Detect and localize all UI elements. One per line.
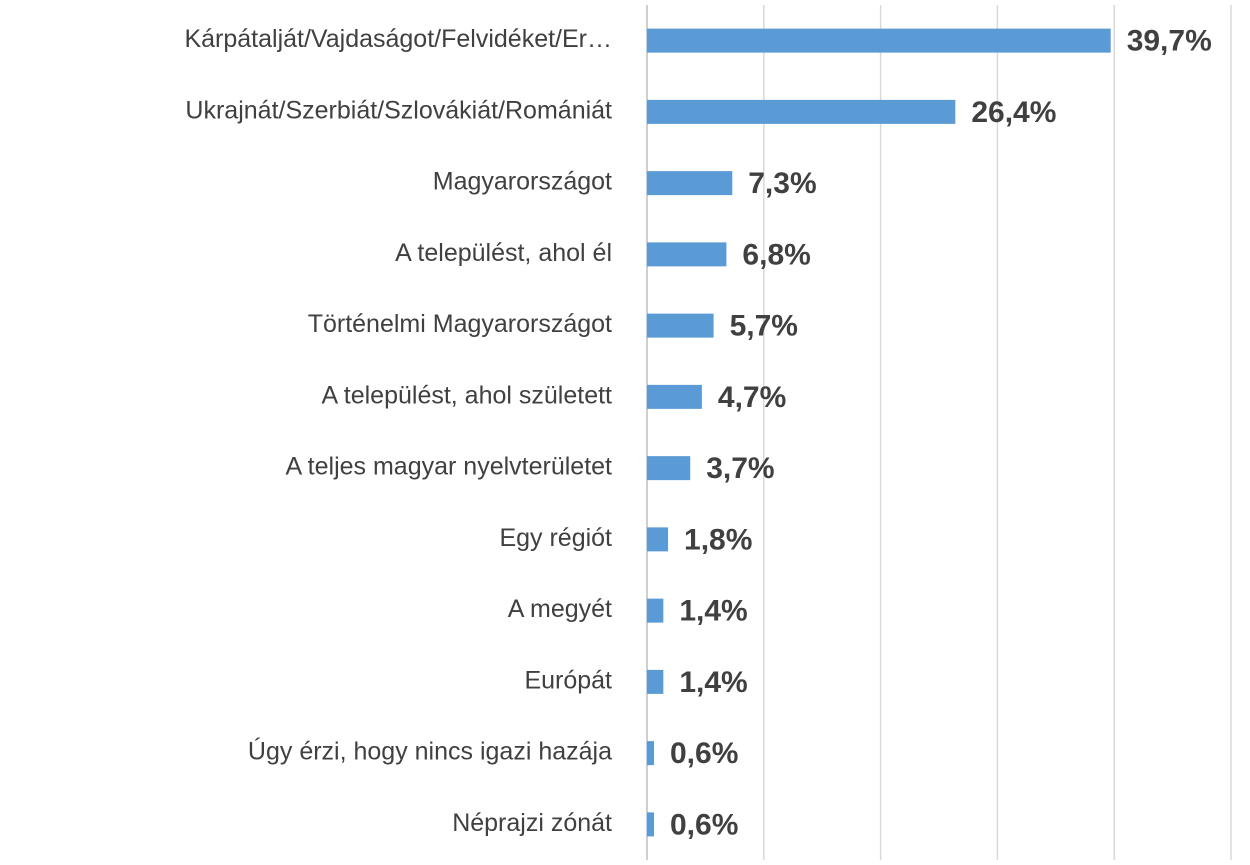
data-label: 4,7%: [718, 381, 786, 414]
data-label: 39,7%: [1127, 25, 1212, 58]
y-tick-label: Ukrajnát/Szerbiát/Szlovákiát/Romániát: [185, 96, 612, 124]
bar: [647, 741, 655, 766]
data-label: 7,3%: [748, 167, 816, 200]
data-label: 26,4%: [971, 96, 1056, 129]
data-label: 0,6%: [670, 808, 738, 841]
y-tick-label: Magyarországot: [433, 168, 612, 196]
bar: [647, 456, 691, 481]
bar: [647, 598, 664, 623]
bar: [647, 313, 714, 338]
bar: [647, 171, 733, 196]
bar: [647, 527, 669, 552]
data-label: 1,4%: [679, 595, 747, 628]
y-tick-label: Történelmi Magyarországot: [308, 310, 612, 338]
bar: [647, 669, 664, 694]
y-tick-label: Európát: [524, 666, 612, 694]
bar: [647, 242, 727, 267]
y-tick-label: A települést, ahol született: [322, 381, 613, 409]
y-tick-label: A teljes magyar nyelvterületet: [285, 453, 612, 481]
data-label: 6,8%: [742, 238, 810, 271]
data-label: 5,7%: [730, 310, 798, 343]
y-tick-label: Úgy érzi, hogy nincs igazi hazája: [248, 737, 612, 766]
bar: [647, 28, 1111, 53]
y-tick-label: Egy régiót: [499, 524, 612, 552]
y-tick-label: A megyét: [508, 595, 612, 623]
bar: [647, 384, 702, 409]
data-label: 1,8%: [684, 523, 752, 556]
bar: [647, 812, 655, 837]
y-tick-label: Kárpátalját/Vajdaságot/Felvidéket/Er…: [184, 25, 612, 53]
y-tick-label: A települést, ahol él: [395, 239, 612, 267]
data-label: 0,6%: [670, 737, 738, 770]
data-label: 1,4%: [679, 666, 747, 699]
data-label: 3,7%: [706, 452, 774, 485]
y-tick-label: Néprajzi zónát: [452, 809, 612, 837]
bar: [647, 99, 956, 124]
